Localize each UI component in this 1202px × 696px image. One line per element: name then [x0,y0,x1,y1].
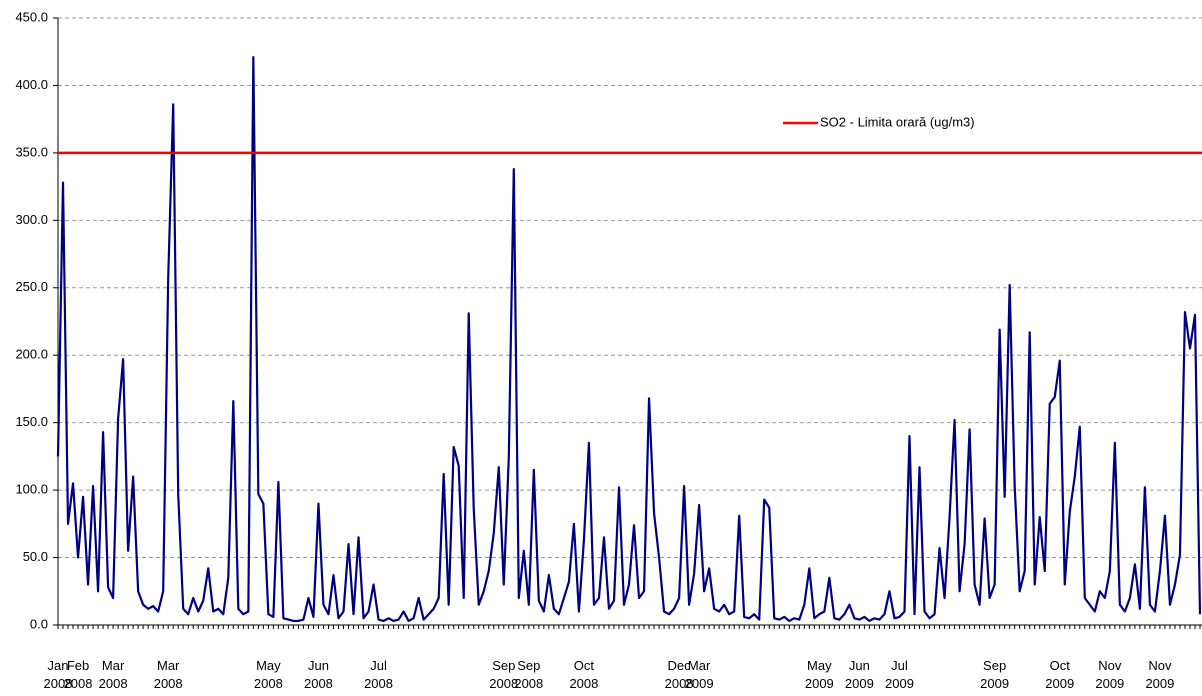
x-tick-label: Mar 2008 [98,658,128,691]
y-tick-label: 50.0 [23,549,48,564]
x-tick-label: May 2008 [253,658,283,691]
y-tick-label: 350.0 [15,144,48,159]
y-tick-label: 450.0 [15,9,48,24]
y-tick-label: 100.0 [15,482,48,497]
x-tick-label: Feb 2008 [63,658,93,691]
legend-label: SO2 - Limita orară (ug/m3) [820,114,975,129]
x-tick-label: Sep 2009 [980,658,1010,691]
x-tick-label: Nov 2009 [1145,658,1175,691]
y-tick-label: 150.0 [15,414,48,429]
y-tick-label: 400.0 [15,77,48,92]
x-tick-label: Mar 2009 [684,658,714,691]
x-tick-label: Jul 2009 [885,658,914,691]
y-tick-label: 0.0 [30,616,48,631]
x-tick-label: Jun 2008 [303,658,333,691]
y-tick-label: 200.0 [15,347,48,362]
x-tick-label: Mar 2008 [153,658,183,691]
x-tick-label: Jun 2009 [844,658,874,691]
x-tick-label: Nov 2009 [1095,658,1125,691]
x-tick-label: Dec 2008 [664,658,694,691]
x-tick-label: Jul 2008 [364,658,393,691]
x-tick-label: May 2009 [804,658,834,691]
x-tick-label: Oct 2008 [569,658,599,691]
x-tick-label: Sep 2008 [514,658,544,691]
y-tick-label: 250.0 [15,279,48,294]
x-tick-label: Sep 2008 [489,658,519,691]
x-tick-label: Oct 2009 [1045,658,1075,691]
x-tick-label: Jan 2008 [43,658,73,691]
y-tick-label: 300.0 [15,212,48,227]
data-line [56,56,1202,623]
